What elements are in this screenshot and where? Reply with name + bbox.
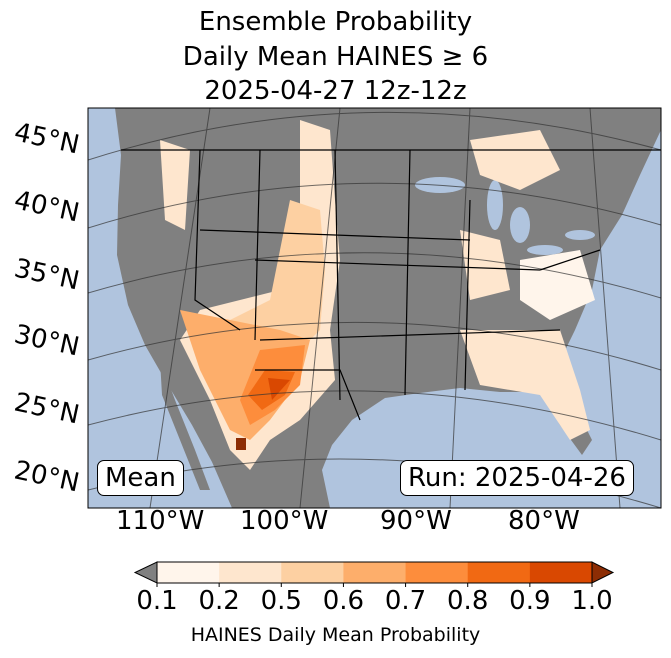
- colorbar-tick-label: 0.9: [509, 586, 551, 616]
- colorbar-segment: [157, 562, 220, 583]
- lon-label: 80°W: [508, 506, 580, 536]
- colorbar-tick-label: 0.6: [322, 586, 365, 616]
- title-line-3: 2025-04-27 12z-12z: [204, 76, 467, 106]
- great-lakes: [415, 177, 595, 255]
- lon-label: 100°W: [240, 506, 329, 536]
- lon-label: 110°W: [116, 506, 205, 536]
- run-label: Run: 2025-04-26: [400, 460, 634, 496]
- colorbar-over-extend: [591, 561, 615, 584]
- colorbar-tick-label: 1.0: [571, 586, 613, 616]
- colorbar-segment: [219, 562, 282, 583]
- colorbar-label: HAINES Daily Mean Probability: [190, 624, 481, 646]
- colorbar-tick-label: 0.2: [198, 586, 240, 616]
- colorbar-segment: [281, 562, 344, 583]
- colorbar-tick-label: 0.1: [136, 586, 178, 616]
- colorbar-segment: [343, 562, 407, 583]
- colorbar-under-extend: [133, 561, 158, 584]
- mean-label: Mean: [97, 460, 184, 496]
- lon-label: 90°W: [380, 506, 452, 536]
- title-line-1: Ensemble Probability: [198, 7, 473, 37]
- colorbar-tick-label: 0.8: [447, 586, 489, 616]
- baja: [160, 360, 210, 490]
- colorbar-segment: [405, 562, 469, 583]
- colorbar-segment: [529, 562, 593, 583]
- colorbar: [133, 561, 615, 587]
- probability-fill: [160, 120, 595, 470]
- colorbar-segment: [467, 562, 531, 583]
- colorbar-tick-label: 0.7: [384, 586, 427, 616]
- state-borders: [121, 149, 661, 421]
- colorbar-tick-label: 0.5: [260, 586, 302, 616]
- title-line-2: Daily Mean HAINES ≥ 6: [182, 42, 489, 72]
